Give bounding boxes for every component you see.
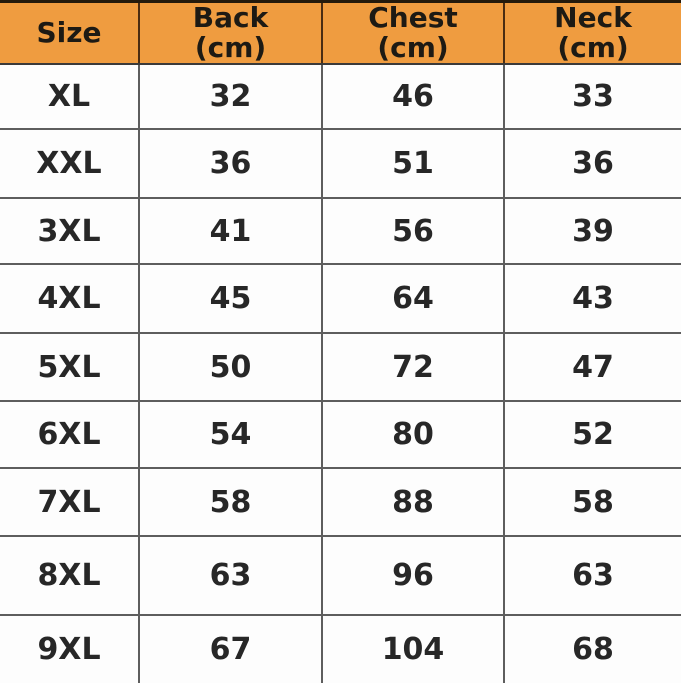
chest-value-cell: 56 (321, 197, 504, 264)
size-cell: XL (0, 64, 139, 129)
back-value-cell: 58 (138, 467, 322, 536)
table-row: XXL 36 51 36 (0, 128, 681, 198)
neck-value-cell: 68 (503, 614, 681, 683)
column-header-neck-unit: (cm) (557, 31, 629, 64)
table-row: 6XL 54 80 52 (0, 400, 681, 468)
column-header-chest-unit: (cm) (377, 31, 449, 64)
chest-value-cell: 96 (321, 535, 504, 615)
neck-value-cell: 39 (503, 197, 681, 264)
column-header-neck-label: Neck (554, 1, 632, 34)
chest-value-cell: 88 (321, 467, 504, 536)
back-value-cell: 32 (138, 64, 322, 129)
size-cell: 4XL (0, 263, 139, 333)
back-value-cell: 54 (138, 400, 322, 468)
column-header-size-label: Size (36, 16, 102, 49)
chest-value-cell: 72 (321, 332, 504, 401)
column-header-back-unit: (cm) (194, 31, 267, 64)
size-cell: XXL (0, 128, 139, 198)
column-header-size: Size (0, 1, 139, 65)
chest-value-cell: 46 (321, 64, 504, 129)
table-row: XL 32 46 33 (0, 64, 681, 129)
column-header-back: Back (cm) (138, 1, 322, 65)
table-row: 7XL 58 88 58 (0, 467, 681, 536)
header-row: Size Back (cm) Chest (cm) Neck (cm) (0, 1, 681, 65)
column-header-neck: Neck (cm) (503, 1, 681, 65)
back-value-cell: 67 (138, 614, 322, 683)
neck-value-cell: 33 (503, 64, 681, 129)
size-cell: 9XL (0, 614, 139, 683)
chest-value-cell: 51 (321, 128, 504, 198)
chest-value-cell: 104 (321, 614, 504, 683)
column-header-chest: Chest (cm) (321, 1, 504, 65)
neck-value-cell: 36 (503, 128, 681, 198)
table-row: 4XL 45 64 43 (0, 263, 681, 333)
chest-value-cell: 80 (321, 400, 504, 468)
chest-value-cell: 64 (321, 263, 504, 333)
size-cell: 3XL (0, 197, 139, 264)
neck-value-cell: 58 (503, 467, 681, 536)
neck-value-cell: 63 (503, 535, 681, 615)
column-header-chest-label: Chest (368, 1, 458, 34)
table-row: 9XL 67 104 68 (0, 614, 681, 683)
back-value-cell: 45 (138, 263, 322, 333)
size-cell: 8XL (0, 535, 139, 615)
back-value-cell: 63 (138, 535, 322, 615)
neck-value-cell: 43 (503, 263, 681, 333)
size-cell: 7XL (0, 467, 139, 536)
size-cell: 5XL (0, 332, 139, 401)
neck-value-cell: 52 (503, 400, 681, 468)
table-row: 8XL 63 96 63 (0, 535, 681, 615)
back-value-cell: 50 (138, 332, 322, 401)
back-value-cell: 36 (138, 128, 322, 198)
back-value-cell: 41 (138, 197, 322, 264)
column-header-back-label: Back (192, 1, 269, 34)
table-row: 3XL 41 56 39 (0, 197, 681, 264)
neck-value-cell: 47 (503, 332, 681, 401)
size-cell: 6XL (0, 400, 139, 468)
table-row: 5XL 50 72 47 (0, 332, 681, 401)
